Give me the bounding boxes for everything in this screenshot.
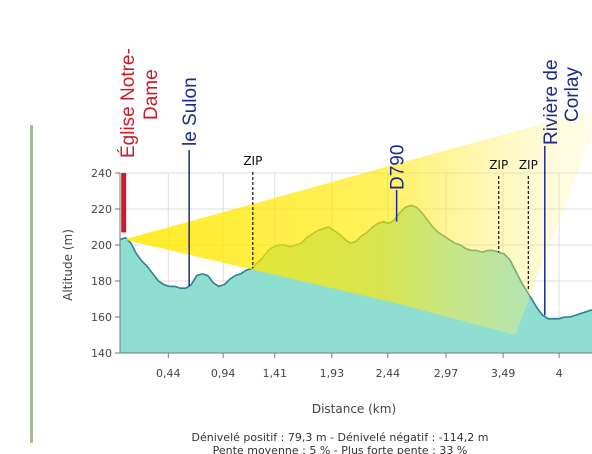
y-axis-label: Altitude (m) bbox=[61, 229, 75, 301]
x-axis-label: Distance (km) bbox=[312, 402, 396, 416]
marker-label-sulon: le Sulon bbox=[180, 77, 201, 146]
marker-label-corlay-line2: Corlay bbox=[562, 67, 583, 122]
zip-label-0: ZIP bbox=[243, 154, 262, 168]
x-tick-label-6: 3,49 bbox=[491, 367, 516, 380]
y-tick-label-5: 240 bbox=[91, 167, 112, 180]
left-edge-line bbox=[30, 125, 33, 443]
x-tick-label-0: 0,44 bbox=[156, 367, 181, 380]
y-tick-label-3: 200 bbox=[91, 239, 112, 252]
beam-fill bbox=[124, 110, 592, 335]
landmark-markers: Église Notre- Dame le Sulon D790 Rivière de C… bbox=[118, 48, 583, 316]
y-tick-label-0: 140 bbox=[91, 347, 112, 360]
zip-label-1: ZIP bbox=[489, 158, 508, 172]
y-tick-label-1: 160 bbox=[91, 311, 112, 324]
marker-label-notre-dame-line1: Église Notre- bbox=[118, 48, 139, 158]
zip-label-2: ZIP bbox=[519, 158, 538, 172]
marker-label-d790: D790 bbox=[388, 145, 409, 190]
y-tick-labels: 140 160 180 200 220 240 bbox=[91, 167, 120, 360]
axes bbox=[119, 173, 592, 354]
footer-line-2: Pente moyenne : 5 % - Plus forte pente :… bbox=[213, 444, 468, 454]
beam-layer bbox=[124, 110, 592, 335]
footer-line-1: Dénivelé positif : 79,3 m - Dénivelé nég… bbox=[192, 431, 489, 444]
x-tick-label-4: 2,44 bbox=[376, 367, 401, 380]
marker-label-notre-dame-line2: Dame bbox=[141, 69, 162, 120]
x-tick-labels: 0,44 0,94 1,41 1,93 2,44 2,97 3,49 4 bbox=[156, 353, 563, 380]
y-tick-label-4: 220 bbox=[91, 203, 112, 216]
x-tick-label-1: 0,94 bbox=[211, 367, 236, 380]
zip-markers: ZIP ZIP ZIP bbox=[243, 154, 538, 290]
x-tick-label-3: 1,93 bbox=[320, 367, 345, 380]
marker-label-corlay-line1: Rivière de bbox=[541, 59, 562, 145]
x-tick-label-7: 4 bbox=[556, 367, 563, 380]
marker-bar-notre-dame bbox=[121, 173, 127, 233]
y-tick-label-2: 180 bbox=[91, 275, 112, 288]
x-tick-label-5: 2,97 bbox=[434, 367, 459, 380]
x-tick-label-2: 1,41 bbox=[263, 367, 288, 380]
